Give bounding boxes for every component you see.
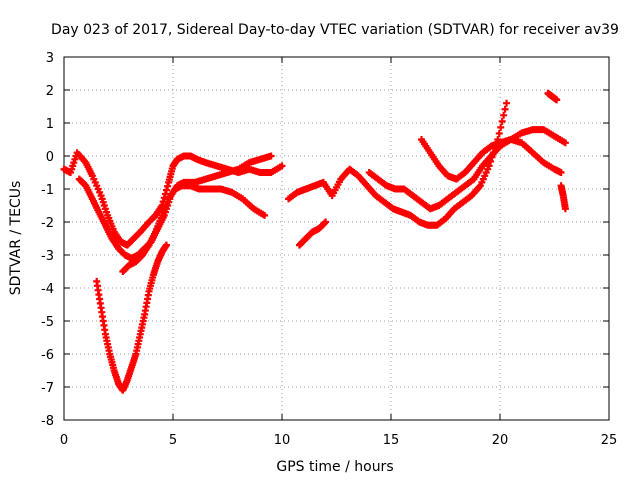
- data-point: [561, 205, 569, 213]
- y-tick-label: -2: [41, 216, 54, 231]
- x-tick-label: 15: [383, 433, 400, 448]
- y-tick-label: -3: [41, 249, 54, 264]
- data-point: [261, 211, 269, 219]
- data-point: [561, 139, 569, 147]
- data-point: [497, 123, 505, 131]
- chart-title: Day 023 of 2017, Sidereal Day-to-day VTE…: [51, 22, 619, 38]
- data-point: [278, 162, 286, 170]
- data-point: [501, 105, 509, 113]
- x-tick-label: 25: [601, 433, 618, 448]
- y-axis-ticks: -8 -7 -6 -5 -4 -3 -2 -1 0 1 2 3: [41, 51, 609, 429]
- y-tick-label: 3: [46, 51, 54, 66]
- data-points: [60, 89, 569, 394]
- series-arc-c: [93, 241, 170, 394]
- data-point: [322, 218, 330, 226]
- grid-lines: [64, 57, 609, 420]
- x-axis-ticks: 0 5 10 15 20 25: [60, 57, 617, 448]
- y-tick-label: 2: [46, 84, 54, 99]
- y-tick-label: 0: [46, 150, 54, 165]
- y-tick-label: -5: [41, 315, 54, 330]
- plot-frame: [63, 56, 610, 421]
- series-arc-d: [119, 182, 269, 275]
- y-tick-label: -6: [41, 348, 54, 363]
- x-tick-label: 5: [169, 433, 177, 448]
- y-tick-label: -1: [41, 183, 54, 198]
- y-tick-label: 1: [46, 117, 54, 132]
- series-arc-g: [295, 136, 565, 249]
- x-tick-label: 0: [60, 433, 68, 448]
- data-point: [162, 241, 170, 249]
- data-point: [498, 117, 506, 125]
- y-axis-label: SDTVAR / TECUs: [8, 181, 24, 296]
- series-arc-a: [60, 149, 286, 249]
- y-tick-label: -4: [41, 282, 54, 297]
- x-axis-label: GPS time / hours: [276, 459, 393, 475]
- x-tick-label: 10: [274, 433, 291, 448]
- data-point: [267, 152, 275, 160]
- data-point: [503, 99, 511, 107]
- x-tick-label: 20: [492, 433, 509, 448]
- y-tick-label: -8: [41, 414, 54, 429]
- data-point: [495, 129, 503, 137]
- data-point: [557, 169, 565, 176]
- series-arc-f: [365, 126, 569, 213]
- y-tick-label: -7: [41, 381, 54, 396]
- data-point: [553, 96, 561, 104]
- series-arc-h: [544, 89, 569, 213]
- data-point: [485, 162, 493, 170]
- data-point: [500, 111, 508, 119]
